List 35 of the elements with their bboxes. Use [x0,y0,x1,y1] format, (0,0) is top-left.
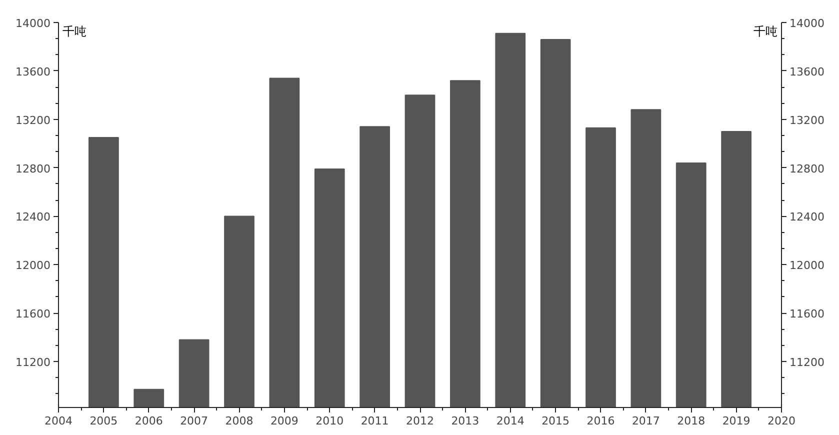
x-tick-label: 2014 [496,414,524,428]
y-tick-label: 14000 [16,17,51,30]
x-tick-label: 2004 [44,414,73,428]
x-tick-label: 2007 [180,414,208,428]
x-tick-label: 2008 [225,414,254,428]
x-tick-label: 2020 [768,414,796,428]
x-tick-label: 2016 [586,414,615,428]
x-tick-label: 2015 [542,414,570,428]
y-tick-label: 12800 [16,162,51,176]
y2-tick-label: 11200 [790,356,824,369]
x-tick-label: 2005 [90,414,118,428]
y2-tick-label: 13600 [790,65,824,78]
y2-tick-label: 11600 [790,308,824,321]
x-tick-label: 2018 [677,414,706,428]
y2-tick-label: 14000 [790,17,824,30]
y2-tick-label: 13200 [790,114,824,127]
y2-axis-title: 千吨 [754,24,778,38]
y2-tick-label: 12400 [790,210,824,224]
y-axis-title: 千吨 [62,24,86,38]
y-tick-label: 12400 [16,210,51,224]
y-tick-label: 11200 [16,356,51,369]
y2-tick-label: 12800 [790,162,824,176]
x-tick-label: 2019 [722,414,750,428]
y-tick-label: 13200 [16,114,51,127]
x-tick-label: 2012 [406,414,434,428]
y-tick-label: 12000 [16,259,51,272]
x-tick-label: 2010 [316,414,344,428]
x-tick-label: 2017 [632,414,660,428]
y2-tick-label: 12000 [790,259,824,272]
y-tick-label: 13600 [16,65,51,78]
x-tick-label: 2006 [134,414,163,428]
x-tick-label: 2009 [270,414,298,428]
x-tick-label: 2013 [451,414,480,428]
x-tick-label: 2011 [360,414,389,428]
y-tick-label: 11600 [16,308,51,321]
